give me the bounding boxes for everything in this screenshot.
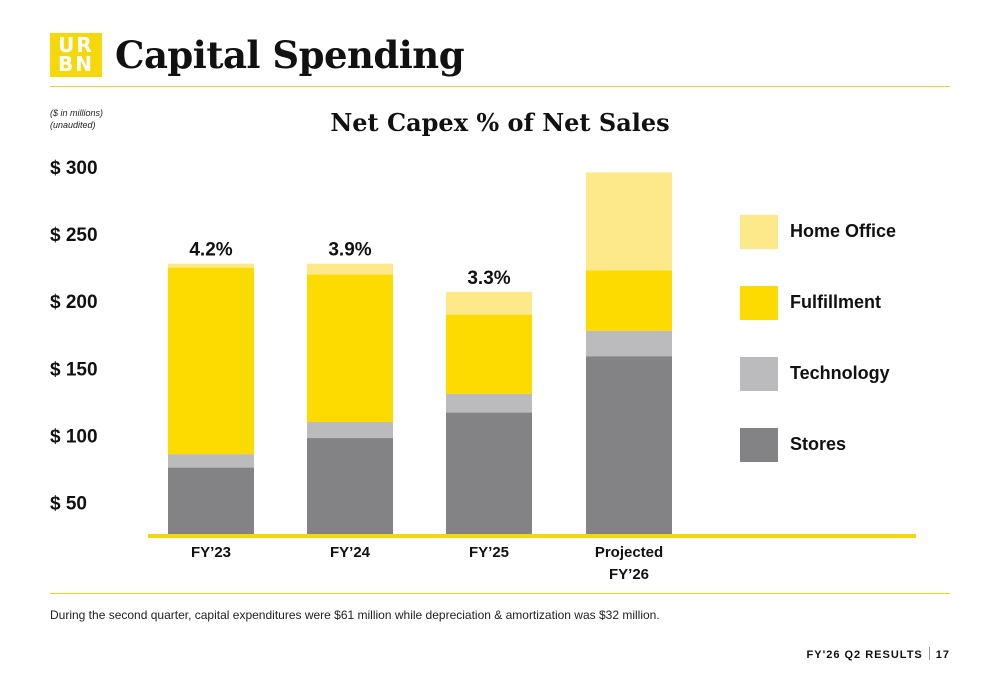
bar-stores	[586, 356, 672, 536]
y-tick-label: $ 200	[50, 292, 98, 313]
logo-line-2: BN	[58, 52, 94, 76]
urbn-logo: UR BN	[50, 33, 102, 77]
units-note-line-2: (unaudited)	[50, 120, 96, 130]
bar-stores	[307, 438, 393, 536]
legend-swatch	[740, 428, 778, 462]
bar-data-label: 3.3%	[467, 268, 510, 289]
bar-fulfillment	[307, 274, 393, 422]
footnote: During the second quarter, capital expen…	[50, 608, 660, 622]
legend-label: Fulfillment	[790, 292, 881, 312]
footer: FY'26 Q2 RESULTS 17	[807, 647, 950, 661]
capex-stacked-bar-chart: $ 50 $ 100 $ 150 $ 200 $ 250 $ 300 4.2% FY’23 3.…	[50, 158, 916, 583]
units-note: ($ in millions) (unaudited)	[50, 107, 103, 131]
bar-technology	[446, 393, 532, 413]
x-tick-label: FY’26	[609, 566, 649, 583]
bar-technology	[586, 330, 672, 357]
footer-separator	[928, 647, 930, 660]
legend-item: Home Office	[740, 215, 960, 249]
legend-swatch	[740, 215, 778, 249]
y-tick-label: $ 150	[50, 359, 98, 380]
bar-stores	[168, 467, 254, 536]
page-number: 17	[935, 649, 950, 661]
page-title: Capital Spending	[115, 33, 465, 77]
bar-technology	[307, 421, 393, 439]
y-tick-label: $ 300	[50, 158, 98, 179]
header-divider	[50, 86, 950, 87]
legend-label: Stores	[790, 434, 847, 454]
legend-label: Technology	[790, 363, 890, 383]
legend-swatch	[740, 286, 778, 320]
bar-home-office	[168, 263, 254, 268]
bar-technology	[168, 454, 254, 468]
bar-stores	[446, 412, 532, 536]
x-tick-label: Projected	[595, 544, 663, 561]
bar-fulfillment	[586, 270, 672, 331]
y-tick-label: $ 100	[50, 426, 98, 447]
logo-line-1: UR	[58, 33, 94, 57]
bar-data-label: 4.2%	[189, 240, 232, 261]
footer-divider	[50, 593, 950, 594]
legend-swatch	[740, 357, 778, 391]
units-note-line-1: ($ in millions)	[50, 108, 104, 118]
y-tick-label: $ 50	[50, 493, 87, 514]
footer-label: FY'26 Q2 RESULTS	[806, 649, 923, 661]
x-axis-line	[148, 534, 916, 538]
x-tick-label: FY’24	[330, 544, 371, 561]
bar-home-office	[307, 263, 393, 275]
bar-data-label: 3.9%	[328, 240, 371, 261]
legend-item: Technology	[740, 357, 960, 391]
legend-label: Home Office	[790, 221, 897, 241]
x-tick-label: FY’23	[191, 544, 231, 561]
y-tick-label: $ 250	[50, 225, 98, 246]
chart-title: Net Capex % of Net Sales	[330, 108, 670, 137]
legend-item: Stores	[740, 428, 960, 462]
x-tick-label: FY’25	[469, 544, 509, 561]
legend-item: Fulfillment	[740, 286, 960, 320]
bar-home-office	[586, 172, 672, 271]
bar-home-office	[446, 291, 532, 315]
bar-fulfillment	[446, 314, 532, 394]
bar-fulfillment	[168, 267, 254, 455]
